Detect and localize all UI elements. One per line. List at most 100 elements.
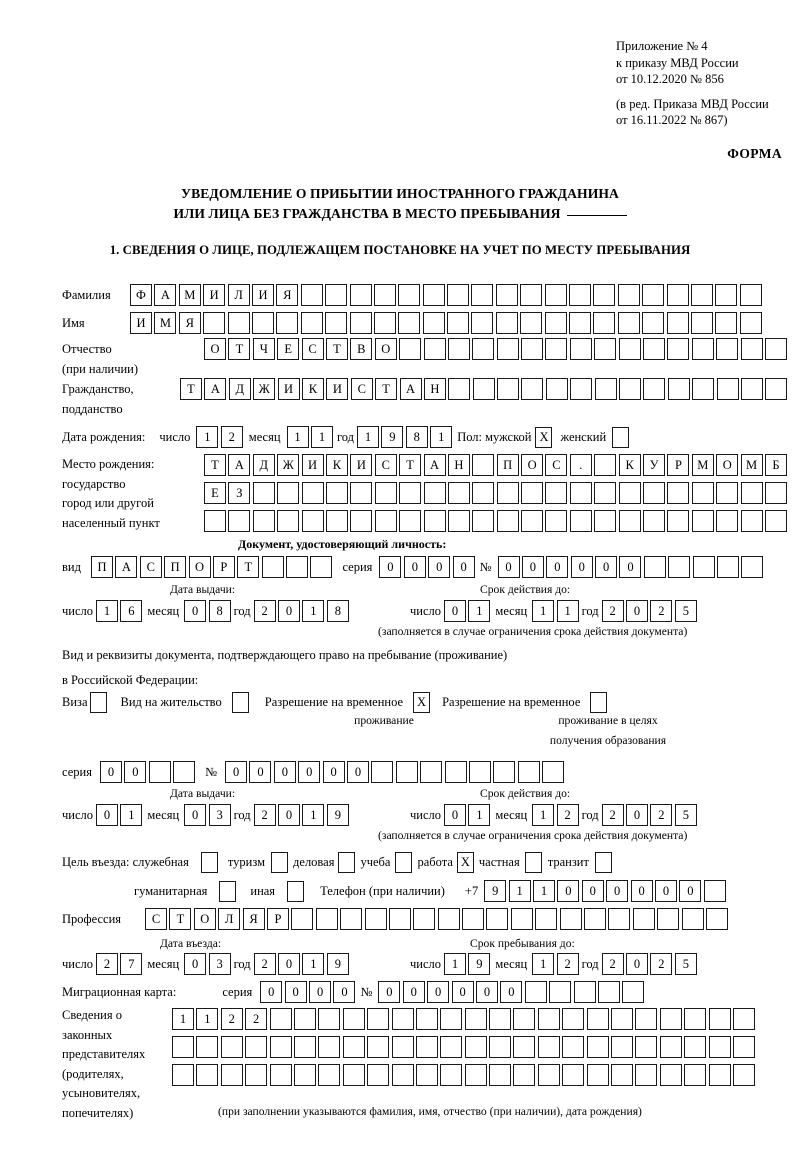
char-cell[interactable] [399, 338, 422, 360]
purpose-official-checkbox[interactable] [200, 852, 218, 873]
char-cell[interactable] [524, 981, 547, 1003]
char-cell[interactable]: И [203, 284, 226, 306]
char-cell[interactable] [399, 482, 422, 504]
char-cell[interactable]: 0 [475, 981, 498, 1003]
char-cell[interactable] [293, 1008, 316, 1030]
char-cell[interactable] [537, 1008, 560, 1030]
char-cell[interactable]: К [618, 454, 641, 476]
char-cell[interactable] [690, 284, 713, 306]
char-cell[interactable] [374, 510, 397, 532]
char-cell[interactable]: Б [764, 454, 787, 476]
char-cell[interactable]: 0 [626, 600, 649, 622]
char-cell[interactable]: Т [325, 338, 348, 360]
char-cell[interactable] [666, 312, 689, 334]
char-cell[interactable] [741, 556, 764, 578]
char-cell[interactable]: И [350, 454, 373, 476]
sex-male-checkbox[interactable]: X [535, 426, 553, 448]
char-cell[interactable] [632, 908, 655, 930]
char-cell[interactable]: 0 [225, 761, 248, 783]
char-cell[interactable] [708, 1064, 731, 1086]
char-cell[interactable] [520, 284, 543, 306]
char-cell[interactable] [495, 312, 518, 334]
char-cell[interactable]: 6 [120, 600, 143, 622]
char-cell[interactable] [666, 284, 689, 306]
char-cell[interactable] [373, 312, 396, 334]
char-cell[interactable]: З [228, 482, 251, 504]
char-cell[interactable] [440, 1008, 463, 1030]
char-cell[interactable]: 1 [196, 1008, 219, 1030]
char-cell[interactable]: 8 [208, 600, 231, 622]
char-cell[interactable] [444, 761, 467, 783]
char-cell[interactable]: 0 [99, 761, 122, 783]
char-cell[interactable] [489, 1064, 512, 1086]
purpose-study-checkbox[interactable] [395, 852, 413, 873]
char-cell[interactable]: 0 [619, 556, 642, 578]
char-cell[interactable] [594, 338, 617, 360]
char-cell[interactable] [667, 510, 690, 532]
char-cell[interactable] [521, 510, 544, 532]
char-cell[interactable] [349, 312, 372, 334]
char-cell[interactable] [622, 981, 645, 1003]
char-cell[interactable] [667, 482, 690, 504]
char-cell[interactable] [472, 510, 495, 532]
char-cell[interactable] [315, 908, 338, 930]
char-cell[interactable]: В [350, 338, 373, 360]
char-cell[interactable]: О [188, 556, 211, 578]
char-cell[interactable] [413, 908, 436, 930]
char-cell[interactable] [705, 908, 728, 930]
char-cell[interactable]: А [115, 556, 138, 578]
char-cell[interactable] [684, 1064, 707, 1086]
char-cell[interactable] [545, 510, 568, 532]
char-cell[interactable] [545, 338, 568, 360]
purpose-work-checkbox[interactable]: X [456, 852, 474, 873]
char-cell[interactable] [740, 378, 763, 400]
char-cell[interactable]: Я [178, 312, 201, 334]
char-cell[interactable]: 1 [508, 880, 531, 902]
char-cell[interactable] [542, 761, 565, 783]
purpose-transit-checkbox[interactable] [594, 852, 612, 873]
char-cell[interactable] [562, 1064, 585, 1086]
char-cell[interactable]: 9 [484, 880, 507, 902]
char-cell[interactable] [364, 908, 387, 930]
char-cell[interactable]: 1 [357, 426, 380, 448]
char-cell[interactable]: С [545, 454, 568, 476]
char-cell[interactable] [732, 1064, 755, 1086]
char-cell[interactable]: 0 [278, 804, 301, 826]
char-cell[interactable] [464, 1064, 487, 1086]
char-cell[interactable]: А [399, 378, 422, 400]
char-cell[interactable] [521, 378, 544, 400]
char-cell[interactable]: 1 [430, 426, 453, 448]
char-cell[interactable]: 2 [601, 600, 624, 622]
char-cell[interactable] [545, 482, 568, 504]
char-cell[interactable]: 0 [521, 556, 544, 578]
char-cell[interactable]: К [325, 454, 348, 476]
char-cell[interactable] [472, 378, 495, 400]
char-cell[interactable] [277, 510, 300, 532]
char-cell[interactable] [569, 510, 592, 532]
representatives-input-2[interactable] [172, 1036, 755, 1058]
char-cell[interactable] [692, 556, 715, 578]
char-cell[interactable] [659, 1008, 682, 1030]
char-cell[interactable]: У [643, 454, 666, 476]
char-cell[interactable] [513, 1064, 536, 1086]
char-cell[interactable]: 2 [556, 953, 579, 975]
char-cell[interactable]: 1 [302, 953, 325, 975]
char-cell[interactable] [172, 1064, 194, 1086]
char-cell[interactable]: Р [266, 908, 289, 930]
char-cell[interactable] [764, 510, 787, 532]
char-cell[interactable] [495, 284, 518, 306]
char-cell[interactable]: 2 [253, 804, 276, 826]
char-cell[interactable] [496, 338, 519, 360]
char-cell[interactable] [367, 1064, 390, 1086]
char-cell[interactable] [684, 1036, 707, 1058]
